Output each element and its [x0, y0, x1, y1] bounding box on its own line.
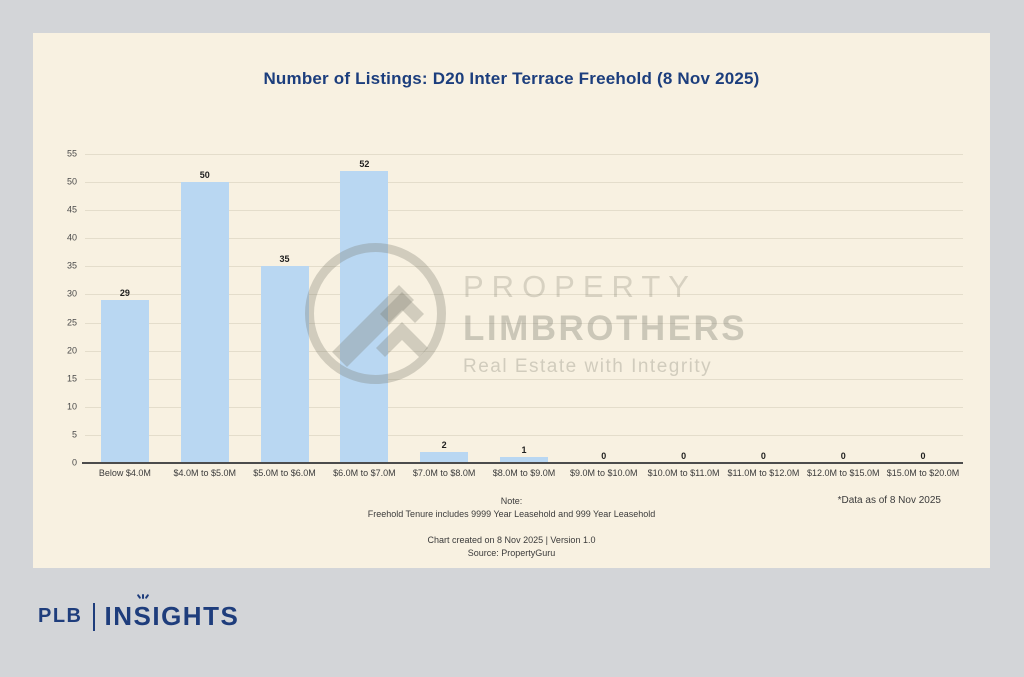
- bar-column: 0 $11.0M to $12.0M: [724, 154, 804, 478]
- bar-column: 0 $15.0M to $20.0M: [883, 154, 963, 478]
- gridline: [85, 210, 963, 212]
- bar: [420, 451, 469, 463]
- y-axis-tick: 55: [66, 148, 77, 159]
- data-asof-label: *Data as of 8 Nov 2025: [837, 495, 941, 506]
- bar: [180, 182, 229, 463]
- lightbulb-rays-icon: [136, 593, 150, 600]
- bar-value-label: 0: [681, 451, 687, 461]
- insights-post: IGHTS: [152, 601, 240, 631]
- x-axis-label: $5.0M to $6.0M: [253, 468, 316, 478]
- x-axis-label: $7.0M to $8.0M: [412, 468, 476, 478]
- y-axis-tick: 35: [66, 260, 77, 271]
- y-axis-tick: 50: [66, 176, 77, 187]
- y-axis-tick: 10: [66, 401, 77, 412]
- bar: [260, 266, 309, 463]
- plot-area: 29 Below $4.0M 50 $4.0M to $5.0M 35 $5.0M to …: [67, 149, 963, 478]
- x-axis-label: $9.0M to $10.0M: [570, 468, 638, 478]
- logo-divider: [92, 602, 95, 631]
- bar-value-label: 0: [840, 451, 846, 461]
- bar-value-label: 0: [760, 451, 766, 461]
- bar-column: 0 $12.0M to $15.0M: [803, 154, 883, 478]
- bar-value-label: 0: [601, 451, 607, 461]
- bar-column: 0 $9.0M to $10.0M: [564, 154, 644, 478]
- note-source: Source: PropertyGuru: [467, 548, 556, 559]
- x-axis-label: $4.0M to $5.0M: [173, 468, 236, 478]
- gridline: [85, 294, 963, 296]
- plb-logo-text: PLB: [38, 605, 83, 627]
- note-label: Note:: [500, 496, 523, 506]
- bar-column: 35 $5.0M to $6.0M: [245, 154, 325, 478]
- gridline: [85, 266, 963, 268]
- y-axis-tick: 25: [66, 317, 77, 328]
- x-axis-label: $12.0M to $15.0M: [806, 468, 880, 478]
- x-axis-label: $11.0M to $12.0M: [727, 468, 800, 478]
- bar-value-label: 35: [279, 254, 290, 265]
- insights-s: S: [134, 593, 153, 632]
- bar-column: 29 Below $4.0M: [85, 154, 165, 478]
- bar-value-label: 0: [920, 451, 926, 461]
- bar-column: 52 $6.0M to $7.0M: [324, 154, 404, 477]
- gridline: [85, 350, 963, 352]
- plb-insights-logo: PLB IN S IGHTS: [38, 593, 240, 632]
- bar: [499, 457, 548, 463]
- gridline: [85, 406, 963, 408]
- y-axis-tick: 40: [66, 232, 77, 243]
- gridline: [85, 434, 963, 436]
- y-axis-tick: 15: [66, 373, 77, 384]
- gridline: [85, 238, 963, 240]
- x-axis-label: $10.0M to $11.0M: [647, 468, 720, 478]
- bar: [340, 170, 389, 463]
- bar-column: 1 $8.0M to $9.0M: [484, 154, 564, 478]
- bar-column: 0 $10.0M to $11.0M: [644, 154, 724, 478]
- insights-pre: IN: [104, 601, 134, 631]
- bar-value-label: 2: [441, 439, 447, 450]
- y-axis-tick: 45: [66, 204, 77, 215]
- y-axis-tick: 20: [66, 345, 77, 356]
- y-axis-tick: 30: [66, 288, 77, 299]
- gridline: [85, 182, 963, 184]
- x-axis-label: $6.0M to $7.0M: [333, 468, 396, 478]
- x-axis-line: [82, 462, 963, 464]
- x-axis-label: $15.0M to $20.0M: [886, 468, 960, 478]
- bar-column: 2 $7.0M to $8.0M: [404, 154, 484, 477]
- bar-value-label: 1: [521, 445, 527, 456]
- y-axis-tick: 5: [71, 429, 77, 440]
- x-axis-label: Below $4.0M: [98, 468, 151, 478]
- insights-logo-text: IN S IGHTS: [104, 593, 240, 632]
- chart-panel: Number of Listings: D20 Inter Terrace Fr…: [33, 33, 990, 568]
- bar-value-label: 52: [359, 158, 370, 169]
- x-axis-label: $8.0M to $9.0M: [492, 468, 556, 478]
- y-axis-tick: 0: [71, 457, 77, 468]
- chart-notes: Note: Freehold Tenure includes 9999 Year…: [33, 495, 990, 560]
- chart-title: Number of Listings: D20 Inter Terrace Fr…: [263, 69, 760, 88]
- note-created: Chart created on 8 Nov 2025 | Version 1.…: [427, 535, 596, 546]
- bar-value-label: 50: [199, 170, 210, 181]
- gridline: [85, 378, 963, 380]
- bar-value-label: 29: [119, 288, 130, 299]
- bars-container: 29 Below $4.0M 50 $4.0M to $5.0M 35 $5.0M to …: [85, 154, 963, 478]
- bar-column: 50 $4.0M to $5.0M: [165, 154, 245, 478]
- bar: [100, 300, 149, 463]
- note-text: Freehold Tenure includes 9999 Year Lease…: [367, 509, 656, 520]
- gridline: [85, 322, 963, 324]
- gridline: [85, 154, 963, 155]
